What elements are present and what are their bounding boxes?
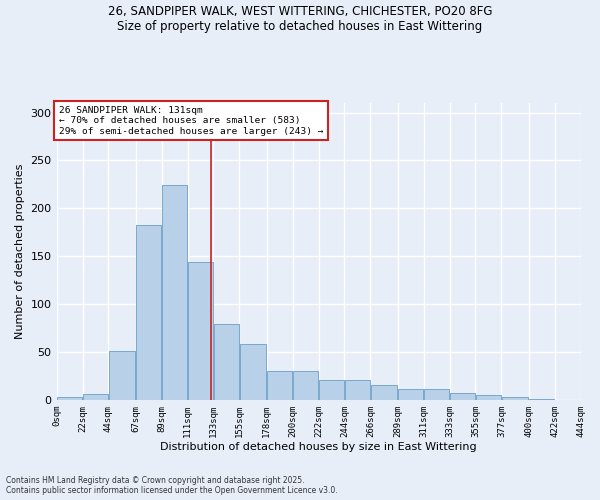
- Bar: [267, 371, 292, 400]
- Bar: [449, 393, 475, 400]
- X-axis label: Distribution of detached houses by size in East Wittering: Distribution of detached houses by size …: [160, 442, 477, 452]
- Bar: [398, 390, 424, 400]
- Bar: [57, 397, 82, 400]
- Bar: [188, 262, 214, 400]
- Bar: [293, 371, 319, 400]
- Bar: [83, 394, 108, 400]
- Text: 26, SANDPIPER WALK, WEST WITTERING, CHICHESTER, PO20 8FG
Size of property relati: 26, SANDPIPER WALK, WEST WITTERING, CHIC…: [108, 5, 492, 33]
- Text: 26 SANDPIPER WALK: 131sqm
← 70% of detached houses are smaller (583)
29% of semi: 26 SANDPIPER WALK: 131sqm ← 70% of detac…: [59, 106, 323, 136]
- Bar: [162, 186, 187, 400]
- Bar: [214, 324, 239, 400]
- Bar: [109, 351, 136, 400]
- Bar: [319, 380, 344, 400]
- Bar: [502, 397, 529, 400]
- Bar: [239, 344, 266, 400]
- Bar: [136, 224, 161, 400]
- Bar: [476, 395, 501, 400]
- Bar: [424, 390, 449, 400]
- Bar: [344, 380, 370, 400]
- Text: Contains HM Land Registry data © Crown copyright and database right 2025.
Contai: Contains HM Land Registry data © Crown c…: [6, 476, 338, 495]
- Y-axis label: Number of detached properties: Number of detached properties: [15, 164, 25, 339]
- Bar: [371, 384, 397, 400]
- Bar: [529, 399, 554, 400]
